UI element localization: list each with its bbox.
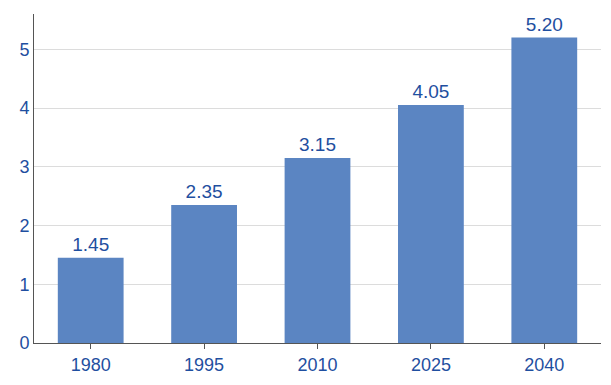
svg-text:1980: 1980 [71,355,111,375]
svg-text:5.20: 5.20 [526,14,563,35]
svg-text:0: 0 [19,333,29,353]
svg-text:2.35: 2.35 [186,181,223,202]
svg-text:2040: 2040 [524,355,564,375]
svg-text:4.05: 4.05 [412,81,449,102]
svg-text:5: 5 [19,40,29,60]
svg-text:2: 2 [19,216,29,236]
svg-text:3: 3 [19,157,29,177]
svg-text:1995: 1995 [184,355,224,375]
svg-text:3.15: 3.15 [299,134,336,155]
svg-text:1.45: 1.45 [72,234,109,255]
svg-text:4: 4 [19,98,29,118]
svg-text:1: 1 [19,275,29,295]
svg-text:2025: 2025 [411,355,451,375]
svg-text:2010: 2010 [297,355,337,375]
